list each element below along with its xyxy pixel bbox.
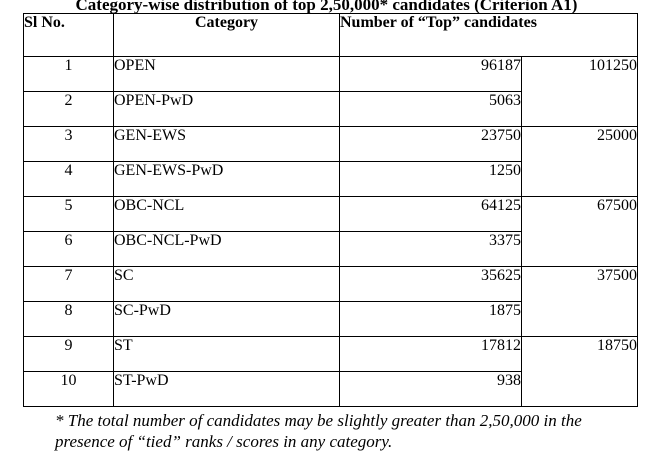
header-sl-no: Sl No. xyxy=(23,13,114,57)
sl-no-cell: 4 xyxy=(23,161,114,197)
category-cell: GEN-EWS-PwD xyxy=(113,161,340,197)
footnote-line: presence of “tied” ranks / scores in any… xyxy=(55,432,393,451)
table-header-row: Sl No. Category Number of “Top” candidat… xyxy=(23,13,639,57)
sl-no-cell: 1 xyxy=(23,56,114,92)
group-total-cell: 37500 xyxy=(520,266,639,337)
category-cell: ST-PwD xyxy=(113,371,340,407)
header-number-of-top-candidates: Number of “Top” candidates xyxy=(338,13,639,57)
table-row: 8 SC-PwD 1875 xyxy=(23,301,638,337)
category-cell: OBC-NCL-PwD xyxy=(113,231,340,267)
sl-no-cell: 8 xyxy=(23,301,114,337)
table-row: 2 OPEN-PwD 5063 xyxy=(23,91,638,127)
sl-no-cell: 6 xyxy=(23,231,114,267)
group-total-cell: 25000 xyxy=(520,126,639,197)
sl-no-cell: 10 xyxy=(23,371,114,407)
count-cell: 5063 xyxy=(339,91,522,127)
table-row: 5 OBC-NCL 64125 67500 xyxy=(23,196,639,267)
count-cell: 1250 xyxy=(339,161,522,197)
category-cell: OPEN xyxy=(113,56,340,92)
sl-no-cell: 2 xyxy=(23,91,114,127)
header-category: Category xyxy=(113,13,340,57)
sl-no-cell: 3 xyxy=(23,126,114,162)
count-cell: 1875 xyxy=(339,301,522,337)
count-cell: 23750 xyxy=(339,126,522,162)
table-row: 1 OPEN 96187 101250 xyxy=(23,56,639,127)
sl-no-cell: 5 xyxy=(23,196,114,232)
table-row: 3 GEN-EWS 23750 25000 xyxy=(23,126,639,197)
count-cell: 17812 xyxy=(339,336,522,372)
table-row: 9 ST 17812 18750 xyxy=(23,336,639,407)
group-total-cell: 18750 xyxy=(520,336,639,407)
category-cell: SC-PwD xyxy=(113,301,340,337)
table-caption: Category-wise distribution of top 2,50,0… xyxy=(75,0,578,14)
table-row: 6 OBC-NCL-PwD 3375 xyxy=(23,231,638,267)
count-cell: 96187 xyxy=(339,56,522,92)
group-total-cell: 101250 xyxy=(520,56,639,127)
sl-no-cell: 7 xyxy=(23,266,114,302)
count-cell: 64125 xyxy=(339,196,522,232)
group-total-cell: 67500 xyxy=(520,196,639,267)
sl-no-cell: 9 xyxy=(23,336,114,372)
table-row: 7 SC 35625 37500 xyxy=(23,266,639,337)
category-cell: SC xyxy=(113,266,340,302)
table-row: 10 ST-PwD 938 xyxy=(23,371,638,407)
table-row: 4 GEN-EWS-PwD 1250 xyxy=(23,161,638,197)
footnote-line: * The total number of candidates may be … xyxy=(55,411,582,430)
category-distribution-table: Sl No. Category Number of “Top” candidat… xyxy=(23,13,639,407)
count-cell: 938 xyxy=(339,371,522,407)
category-cell: GEN-EWS xyxy=(113,126,340,162)
count-cell: 35625 xyxy=(339,266,522,302)
count-cell: 3375 xyxy=(339,231,522,267)
category-cell: OBC-NCL xyxy=(113,196,340,232)
category-cell: OPEN-PwD xyxy=(113,91,340,127)
category-cell: ST xyxy=(113,336,340,372)
